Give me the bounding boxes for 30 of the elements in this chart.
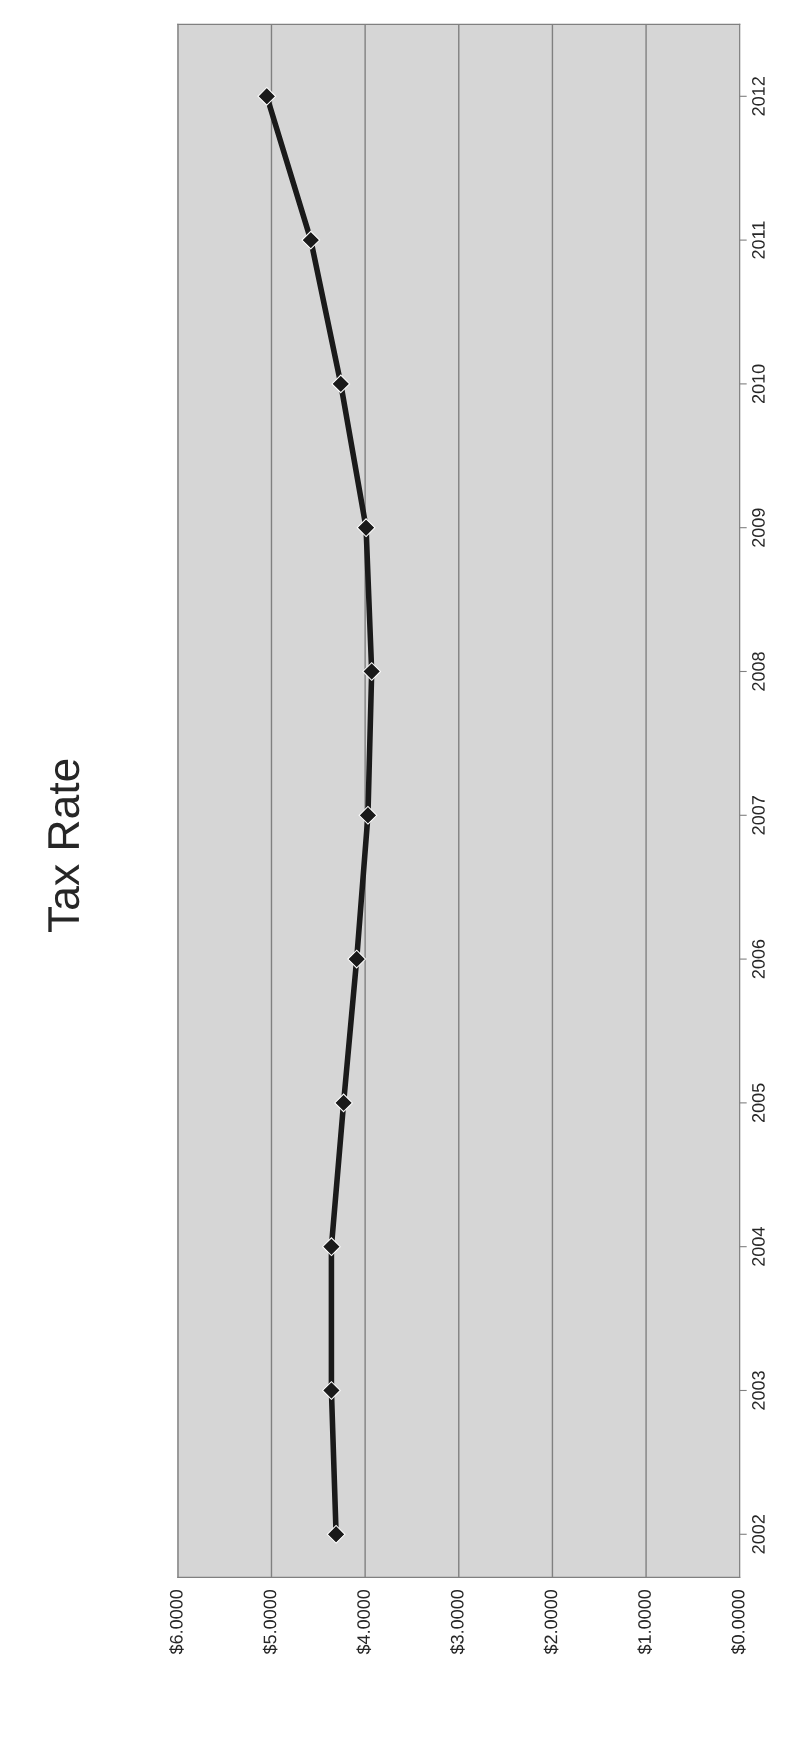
point bbox=[358, 805, 378, 825]
point bbox=[347, 949, 367, 969]
point bbox=[322, 1381, 341, 1400]
y-tick-label: 2011 bbox=[752, 221, 765, 259]
y-tick-label: 2012 bbox=[752, 77, 765, 116]
x-tick-label: $6.0000 bbox=[169, 1589, 184, 1655]
point bbox=[322, 1237, 341, 1257]
y-tick-label: 2009 bbox=[752, 508, 765, 547]
y-tick-label: 2004 bbox=[752, 1227, 765, 1266]
y-tick-label: 2002 bbox=[752, 1515, 765, 1554]
point bbox=[334, 1093, 353, 1113]
point bbox=[326, 1524, 346, 1544]
y-tick-label: 2005 bbox=[752, 1083, 765, 1123]
y-tick-label: 2010 bbox=[752, 364, 765, 404]
text: Tax Rate bbox=[48, 759, 80, 933]
y-tick-label: 2003 bbox=[752, 1371, 765, 1410]
x-tick-label: $2.0000 bbox=[543, 1589, 559, 1655]
point bbox=[356, 518, 376, 538]
point bbox=[331, 374, 351, 394]
x-tick-label: $4.0000 bbox=[356, 1589, 372, 1655]
x-tick-label: $0.0000 bbox=[731, 1589, 746, 1655]
x-tick-label: $3.0000 bbox=[450, 1589, 465, 1655]
point bbox=[257, 86, 277, 106]
x-tick-label: $1.0000 bbox=[637, 1589, 652, 1655]
point bbox=[362, 662, 382, 681]
x-tick-label: $5.0000 bbox=[262, 1589, 278, 1655]
y-tick-label: 2007 bbox=[752, 796, 765, 835]
point bbox=[301, 230, 321, 250]
y-tick-label: 2006 bbox=[752, 939, 765, 979]
y-tick-label: 2008 bbox=[752, 652, 765, 691]
